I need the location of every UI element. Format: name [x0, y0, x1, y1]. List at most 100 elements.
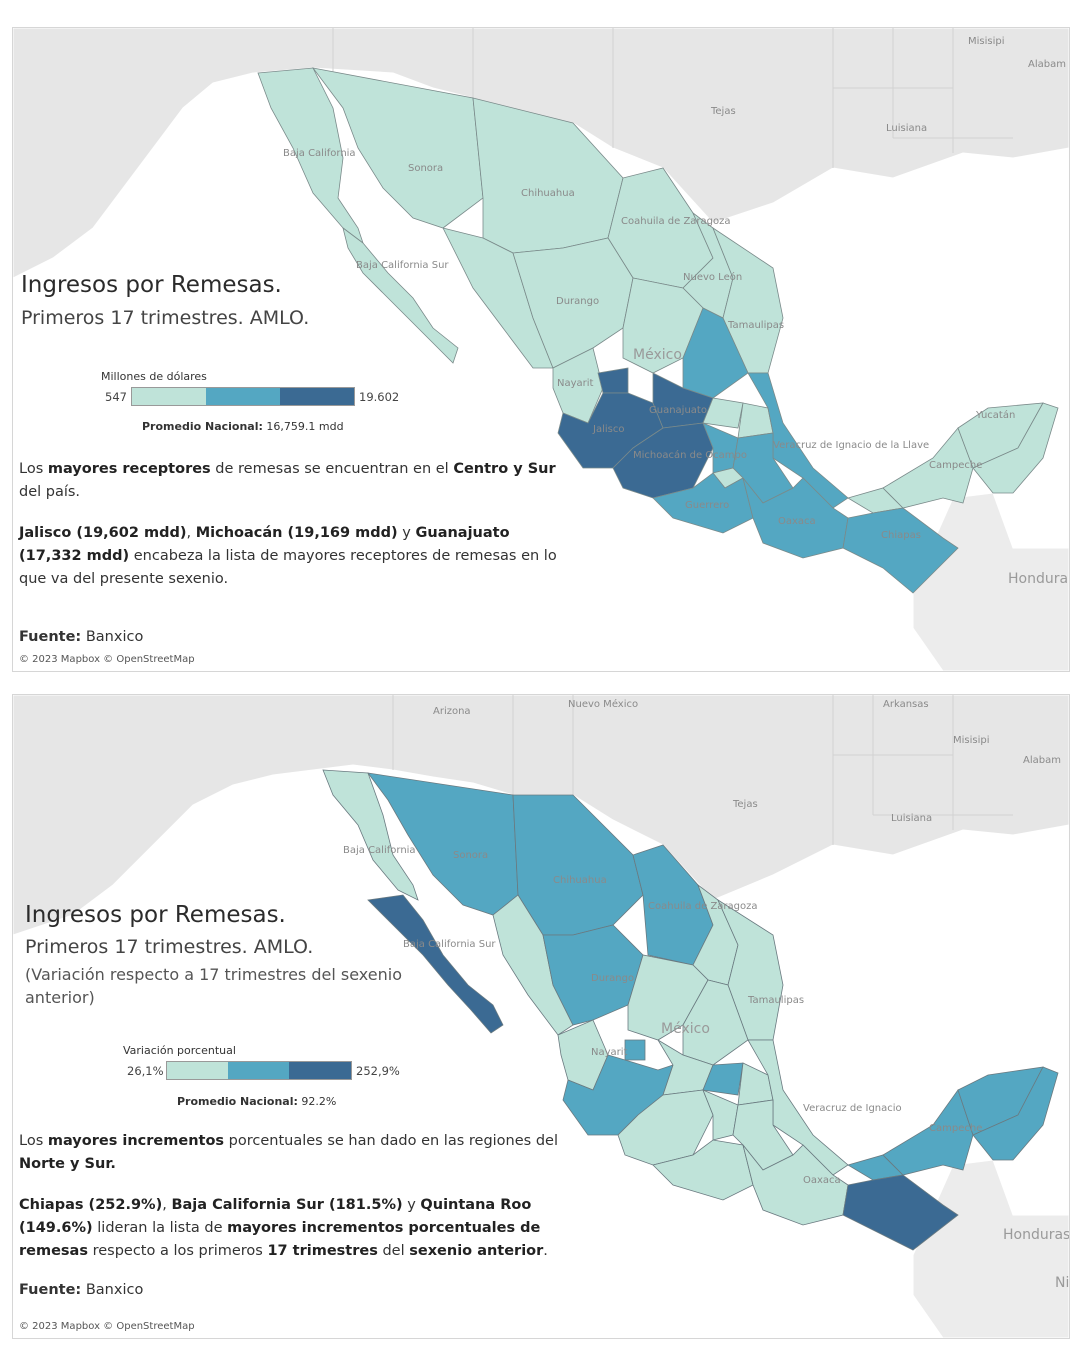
svg-text:Chihuahua: Chihuahua	[553, 875, 607, 886]
svg-text:Alabam: Alabam	[1028, 59, 1066, 70]
map-attribution[interactable]: © 2023 Mapbox © OpenStreetMap	[19, 1321, 195, 1332]
us-state-borders	[332, 28, 1013, 168]
svg-text:Tamaulipas: Tamaulipas	[747, 995, 804, 1006]
svg-text:Nuevo México: Nuevo México	[568, 698, 638, 710]
source-value: Banxico	[81, 1282, 144, 1298]
svg-text:Luisiana: Luisiana	[886, 123, 927, 134]
svg-text:Coahuila de Zaragoza: Coahuila de Zaragoza	[648, 901, 758, 912]
svg-text:Arizona: Arizona	[433, 706, 471, 717]
svg-text:Yucatán: Yucatán	[975, 409, 1015, 421]
state-baja-california-sur[interactable]	[342, 227, 459, 364]
state-quintana-roo[interactable]	[972, 1066, 1059, 1161]
svg-text:Tejas: Tejas	[710, 106, 736, 117]
panel-subtitle: Primeros 17 trimestres. AMLO.	[25, 936, 314, 958]
state-chiapas[interactable]	[842, 507, 959, 594]
svg-text:Durango: Durango	[556, 296, 599, 307]
us-state-borders	[392, 695, 1013, 845]
panel-subtitle: Primeros 17 trimestres. AMLO.	[21, 307, 310, 329]
svg-text:Durango: Durango	[591, 973, 634, 984]
map-labels: Misisipi Alabam Tejas Luisiana Baja Cali…	[283, 36, 1068, 587]
national-average: Promedio Nacional: 92.2%	[177, 1095, 336, 1108]
source-label: Fuente:	[19, 1282, 82, 1298]
svg-text:Luisiana: Luisiana	[891, 813, 932, 824]
svg-text:Chihuahua: Chihuahua	[521, 188, 575, 199]
svg-text:México: México	[661, 1021, 710, 1037]
central-america-landmass	[912, 1159, 1069, 1338]
state-baja-california[interactable]	[322, 769, 419, 901]
svg-text:Baja California: Baja California	[343, 845, 416, 856]
legend-max-value: 19.602	[359, 390, 400, 404]
svg-text:Hondura: Hondura	[1008, 571, 1068, 587]
description-paragraph-2: Chiapas (252.9%), Baja California Sur (1…	[19, 1197, 548, 1259]
national-average-label: Promedio Nacional:	[142, 420, 263, 433]
svg-text:Ni: Ni	[1055, 1275, 1069, 1291]
national-average-value: 92.2%	[301, 1095, 337, 1108]
national-average: Promedio Nacional: 16,759.1 mdd	[142, 420, 344, 433]
svg-text:Chiapas: Chiapas	[881, 530, 921, 541]
svg-text:Jalisco: Jalisco	[592, 424, 624, 435]
svg-text:Guerrero: Guerrero	[685, 500, 729, 511]
svg-text:Arkansas: Arkansas	[883, 699, 929, 710]
description-paragraph-1: Los mayores receptores de remesas se enc…	[19, 461, 556, 500]
national-average-label: Promedio Nacional:	[177, 1095, 298, 1108]
source-note: Fuente: Banxico	[19, 629, 143, 645]
svg-text:México: México	[633, 347, 682, 363]
central-america-landmass	[912, 492, 1069, 671]
legend-title: Variación porcentual	[123, 1044, 236, 1057]
panel-title: Ingresos por Remesas.	[25, 902, 286, 928]
mexico-states[interactable]	[257, 67, 1059, 594]
svg-text:Veracruz de Ignacio de la Llav: Veracruz de Ignacio de la Llave	[773, 440, 929, 451]
svg-text:Nuevo León: Nuevo León	[683, 271, 742, 283]
svg-text:Alabam: Alabam	[1023, 755, 1061, 766]
svg-text:Baja California Sur: Baja California Sur	[356, 260, 449, 271]
mexico-states[interactable]	[322, 769, 1059, 1251]
map-panel-remittances-variation: Arizona Nuevo México Arkansas Misisipi A…	[12, 694, 1070, 1339]
choropleth-map[interactable]: Misisipi Alabam Tejas Luisiana Baja Cali…	[13, 28, 1069, 671]
legend-swatch-low	[167, 1062, 228, 1079]
svg-text:Nayarit: Nayarit	[557, 378, 594, 389]
legend-title: Millones de dólares	[101, 370, 207, 383]
legend-swatch-high	[280, 388, 354, 405]
state-baja-california-sur[interactable]	[367, 894, 504, 1034]
legend-min-value: 26,1%	[127, 1064, 164, 1078]
state-quintana-roo[interactable]	[972, 402, 1059, 494]
state-queretaro[interactable]	[702, 1062, 744, 1096]
svg-text:Sonora: Sonora	[408, 163, 443, 174]
state-mexico[interactable]	[702, 1089, 739, 1141]
legend-swatch-low	[132, 388, 206, 405]
state-chiapas[interactable]	[842, 1174, 959, 1251]
map-panel-remittances-total: Misisipi Alabam Tejas Luisiana Baja Cali…	[12, 27, 1070, 672]
map-attribution[interactable]: © 2023 Mapbox © OpenStreetMap	[19, 654, 195, 665]
svg-text:Guanajuato: Guanajuato	[649, 405, 707, 416]
legend-swatch-mid	[228, 1062, 289, 1079]
color-legend-bar	[131, 387, 355, 406]
panel-title: Ingresos por Remesas.	[21, 272, 282, 298]
source-note: Fuente: Banxico	[19, 1282, 143, 1298]
state-aguascalientes[interactable]	[624, 1039, 646, 1061]
svg-text:Michoacán de Ocampo: Michoacán de Ocampo	[633, 449, 747, 461]
map-labels: Arizona Nuevo México Arkansas Misisipi A…	[343, 698, 1069, 1291]
state-baja-california[interactable]	[257, 67, 364, 245]
svg-text:Misisipi: Misisipi	[953, 735, 990, 746]
color-legend-bar	[166, 1061, 352, 1080]
legend-swatch-high	[289, 1062, 351, 1079]
svg-text:Baja California: Baja California	[283, 148, 356, 159]
svg-text:Veracruz de Ignacio: Veracruz de Ignacio	[803, 1103, 902, 1114]
svg-text:Tejas: Tejas	[732, 799, 758, 810]
svg-text:Baja California Sur: Baja California Sur	[403, 939, 496, 950]
national-average-value: 16,759.1 mdd	[266, 420, 344, 433]
description-paragraph-1: Los mayores incrementos porcentuales se …	[19, 1133, 558, 1172]
description-paragraph-2: Jalisco (19,602 mdd), Michoacán (19,169 …	[19, 525, 557, 587]
legend-max-value: 252,9%	[356, 1064, 400, 1078]
legend-swatch-mid	[206, 388, 280, 405]
legend-min-value: 547	[105, 390, 127, 404]
svg-text:Oaxaca: Oaxaca	[803, 1175, 841, 1186]
svg-text:Tamaulipas: Tamaulipas	[727, 320, 784, 331]
svg-text:Oaxaca: Oaxaca	[778, 516, 816, 527]
panel-subtitle-note: (Variación respecto a 17 trimestres del …	[25, 965, 402, 1007]
svg-text:Sonora: Sonora	[453, 850, 488, 861]
state-queretaro[interactable]	[702, 397, 744, 429]
choropleth-map[interactable]: Arizona Nuevo México Arkansas Misisipi A…	[13, 695, 1069, 1338]
source-label: Fuente:	[19, 629, 82, 645]
us-landmass	[13, 695, 1069, 936]
